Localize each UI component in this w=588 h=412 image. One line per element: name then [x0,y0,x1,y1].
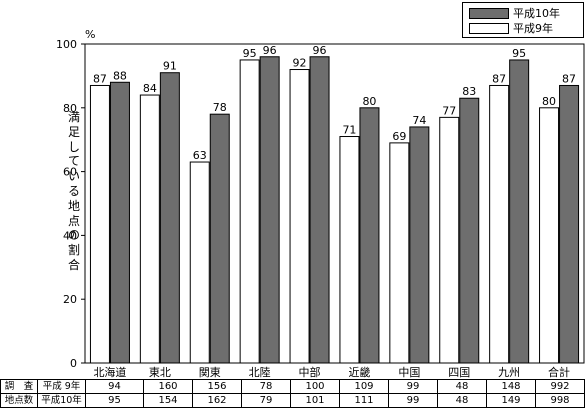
x-tick-label: 九州 [498,366,520,379]
table-cell: 48 [437,393,487,408]
table-cell: 99 [388,393,438,408]
data-label-h9: 77 [442,104,456,117]
data-label-h9: 84 [143,82,157,95]
data-label-h9: 92 [293,57,307,70]
x-tick-label: 北陸 [249,366,271,379]
table-cell: 101 [290,393,340,408]
x-tick-label: 中部 [299,365,321,379]
y-tick-label: 20 [63,293,77,306]
bar-h9 [289,69,310,364]
table-cell: 79 [241,393,291,408]
bar-h10 [259,56,280,364]
table-cell: 109 [339,379,389,394]
table-cell: 149 [486,393,536,408]
bar-h10 [559,84,580,364]
bar-h10 [359,107,380,364]
bar-h9 [139,94,160,364]
data-label-h9: 71 [342,124,356,137]
bar-h10 [309,56,330,364]
bar-h10 [109,81,130,364]
table-cell: 154 [143,393,193,408]
bar-h9 [489,84,510,364]
x-tick-label: 東北 [149,366,171,379]
y-tick-label: 100 [56,38,77,51]
data-label-h9: 87 [492,72,506,85]
table-cell: 95 [85,393,144,408]
data-labels: 87 88 84 91 63 78 95 96 92 96 71 80 69 74 77 83 87 95 80 87 [93,44,576,162]
y-tick-label: 80 [63,102,77,115]
legend-item-h10: 平成10年 [469,7,560,20]
table-cell: 160 [143,379,193,394]
table-cell: 99 [388,379,438,394]
bar-h10 [159,72,180,364]
table-row-h10: 地点数 平成10年 95 154 162 79 101 111 99 48 14… [0,393,585,408]
y-tick-label: 0 [70,357,77,370]
data-label-h10: 83 [462,85,476,98]
table-cell: 162 [192,393,242,408]
table-row-label: 平成 9年 [37,379,86,394]
bar-h9 [539,107,560,364]
plot-frame [84,43,585,364]
table-cell: 94 [85,379,144,394]
data-label-h10: 91 [163,60,177,73]
x-tick-label: 中国 [398,366,420,379]
y-axis-label: 満足している地点の割合 [67,110,80,272]
data-label-h9: 95 [243,47,257,60]
bar-h9 [89,84,110,364]
x-tick-label: 近畿 [348,365,370,379]
bar-h9 [239,59,260,364]
data-label-h10: 88 [113,69,127,82]
bar-h9 [189,161,210,364]
table-stub-bottom: 地点数 [0,393,38,408]
axes: 0 20 40 60 80 100 北海道 東北 関東 北陸 中部 近畿 中国 四国 九州 合計 [56,38,585,379]
data-label-h9: 63 [193,149,207,162]
x-tick-label: 四国 [448,366,470,379]
data-label-h10: 78 [213,101,227,114]
table-cell: 100 [290,379,340,394]
data-label-h9: 69 [392,130,406,143]
table-row-label: 平成10年 [37,393,86,408]
table-cell: 148 [486,379,536,394]
data-label-h10: 74 [412,114,426,127]
table-cell: 48 [437,379,487,394]
table-stub-top: 調 査 [0,379,38,394]
data-label-h10: 96 [313,44,327,57]
legend: 平成10年 平成9年 [462,2,584,38]
data-label-h9: 80 [542,95,556,108]
bar-chart: 0 20 40 60 80 100 北海道 東北 関東 北陸 中部 近畿 中国 四国 九州 合計 87 88 84… [56,38,585,379]
bar-h10 [509,59,530,364]
bar-h10 [209,113,230,364]
y-tick-label: 60 [63,166,77,179]
bars [89,56,580,364]
table-row-h9: 調 査 平成 9年 94 160 156 78 100 109 99 48 14… [0,379,585,394]
table-cell: 111 [339,393,389,408]
bar-h10 [409,126,430,364]
x-tick-label: 関東 [199,366,221,379]
bar-h9 [389,142,410,364]
data-label-h9: 87 [93,72,107,85]
table-cell: 156 [192,379,242,394]
legend-swatch-h10 [469,8,509,19]
y-axis-unit: % [85,28,96,41]
survey-count-table: 調 査 平成 9年 94 160 156 78 100 109 99 48 14… [0,379,585,408]
legend-item-h9: 平成9年 [469,22,553,35]
table-cell: 78 [241,379,291,394]
table-cell: 992 [535,379,585,394]
y-tick-label: 40 [63,229,77,242]
bar-h10 [459,97,480,364]
x-tick-label: 北海道 [93,365,126,379]
data-label-h10: 96 [263,44,277,57]
bar-h9 [339,136,360,364]
legend-label-h9: 平成9年 [513,22,553,35]
legend-swatch-h9 [469,23,509,34]
table-cell: 998 [535,393,585,408]
legend-label-h10: 平成10年 [513,7,560,20]
data-label-h10: 80 [362,95,376,108]
x-tick-label: 合計 [548,365,570,379]
data-label-h10: 95 [512,47,526,60]
bar-h9 [439,116,460,364]
data-label-h10: 87 [562,72,576,85]
